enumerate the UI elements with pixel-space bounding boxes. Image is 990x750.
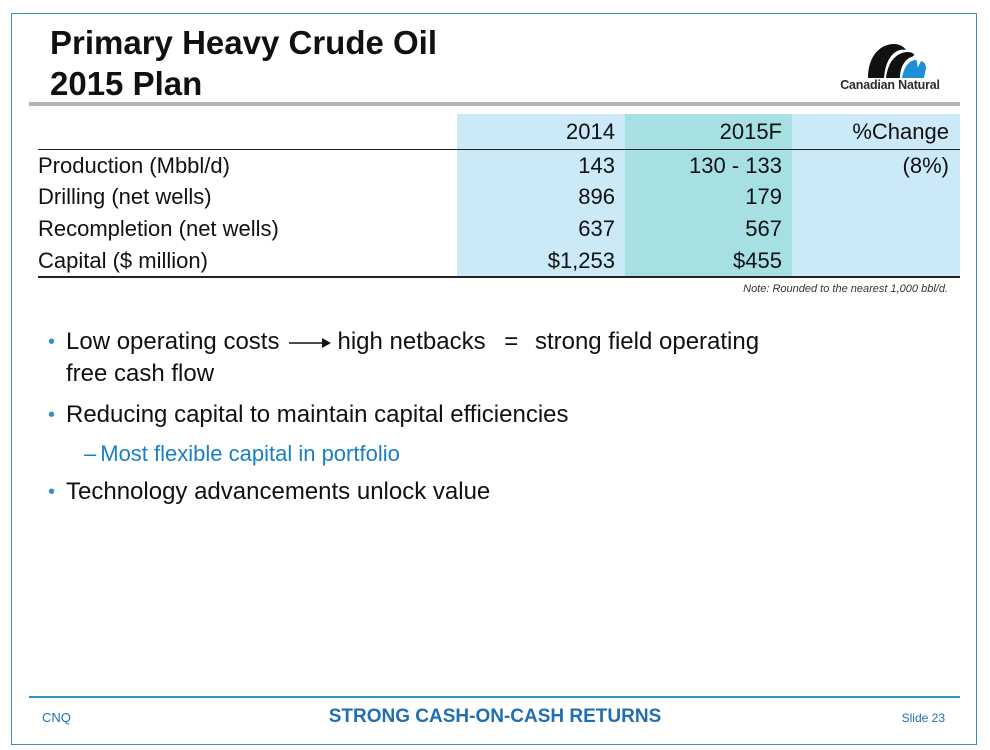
equals-sign: = xyxy=(504,328,519,355)
row-label-drilling: Drilling (net wells) xyxy=(38,184,212,209)
cell-recompletion-2014: 637 xyxy=(578,216,615,241)
cell-production-2014: 143 xyxy=(578,153,615,178)
column-shade-change xyxy=(792,114,960,277)
slide-title: Primary Heavy Crude Oil 2015 Plan xyxy=(50,22,437,104)
logo-mark-icon xyxy=(868,40,934,78)
bullet-dot: • xyxy=(48,331,56,353)
bullet-2-text: Reducing capital to maintain capital eff… xyxy=(66,401,569,428)
footer-divider xyxy=(29,696,960,698)
cell-production-change: (8%) xyxy=(902,153,949,178)
header-2015f: 2015F xyxy=(719,119,782,144)
logo-text: Canadian Natural xyxy=(840,78,940,92)
title-line-1: Primary Heavy Crude Oil xyxy=(50,24,438,61)
column-shade-2015f xyxy=(625,114,792,277)
row-label-capital: Capital ($ million) xyxy=(38,248,208,273)
company-logo: Canadian Natural xyxy=(828,38,952,94)
header-2014: 2014 xyxy=(566,119,615,144)
cell-capital-2015f: $455 xyxy=(733,248,782,273)
sub-bullet-item: – Most flexible capital in portfolio xyxy=(84,438,400,470)
bullet-dot: • xyxy=(48,404,56,426)
row-label-production: Production (Mbbl/d) xyxy=(38,153,230,178)
bullet-dot: • xyxy=(48,481,56,503)
bullet-1-text-c: strong field operating xyxy=(534,328,760,355)
table-note: Note: Rounded to the nearest 1,000 bbl/d… xyxy=(743,283,948,295)
bullet-1-text-d: free cash flow xyxy=(66,360,215,387)
footer-tagline: STRONG CASH-ON-CASH RETURNS xyxy=(328,706,662,727)
cell-drilling-2015f: 179 xyxy=(745,184,782,209)
footer-ticker: CNQ xyxy=(42,710,71,725)
sub-bullet-text: Most flexible capital in portfolio xyxy=(100,441,400,466)
arrow-right-icon xyxy=(289,337,332,348)
row-label-recompletion: Recompletion (net wells) xyxy=(38,216,279,241)
bullet-1-text-b: high netbacks xyxy=(337,328,486,355)
sub-bullet-dash: – xyxy=(84,441,97,466)
bullet-1-text-a: Low operating costs xyxy=(66,328,280,355)
cell-drilling-2014: 896 xyxy=(578,184,615,209)
cell-production-2015f: 130 - 133 xyxy=(689,153,782,178)
bullet-3-text: Technology advancements unlock value xyxy=(66,478,491,505)
table-header-rule xyxy=(38,149,960,150)
title-divider xyxy=(29,102,960,106)
slide-number: Slide 23 xyxy=(901,711,945,725)
title-line-2: 2015 Plan xyxy=(50,65,203,102)
slide-frame xyxy=(11,13,977,745)
column-shade-2014 xyxy=(457,114,625,277)
table-footer-rule xyxy=(38,276,960,278)
header-change: %Change xyxy=(852,119,949,144)
cell-recompletion-2015f: 567 xyxy=(745,216,782,241)
cell-capital-2014: $1,253 xyxy=(547,248,615,273)
